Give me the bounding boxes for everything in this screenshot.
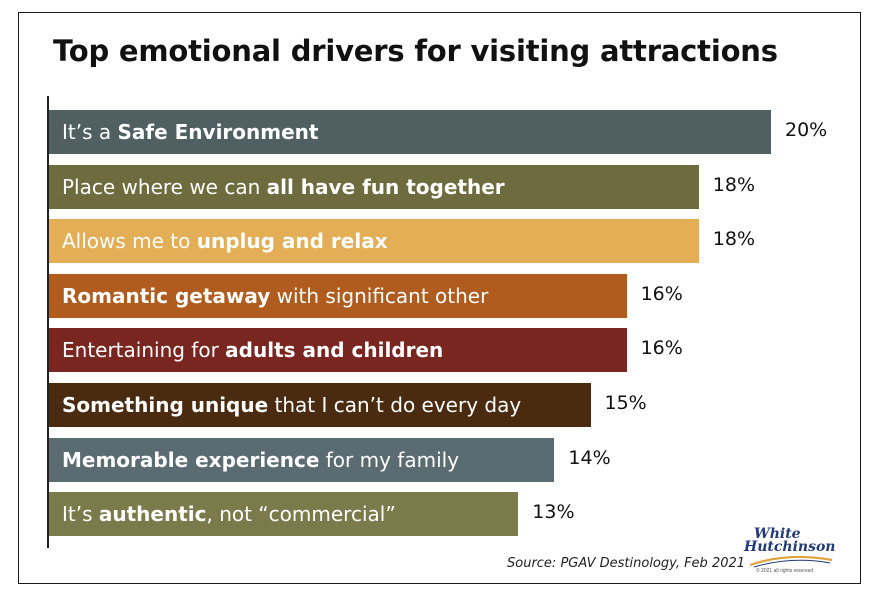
bar-label-bold: all have fun together [266,174,505,199]
logo-line-1: White [754,526,801,542]
bar-value-label: 13% [532,501,575,524]
bar-value-label: 18% [712,173,756,196]
bar-label-bold: adults and children [225,338,444,363]
bar-value-label: 18% [712,228,756,251]
bar-7: Memorable experience for my family [49,437,555,482]
bar-label-bold: Safe Environment [117,120,319,144]
chart-title: Top emotional drivers for visiting attra… [53,34,778,68]
bar-label: It’s authentic, not “commercial” [62,502,396,527]
bar-label: Romantic getaway with significant other [62,283,489,308]
bar-6: Something unique that I can’t do every d… [49,383,591,427]
bar-label: Something unique that I can’t do every d… [62,393,522,417]
bar-value-label: 15% [604,392,647,414]
bar-label-bold: unplug and relax [196,229,388,254]
logo-swoosh-icon [749,555,833,568]
bar-1: It’s a Safe Environment [49,110,771,154]
bar-label-bold: Romantic getaway [62,283,271,308]
bar-label: Entertaining for adults and children [62,338,444,363]
source-note: Source: PGAV Destinology, Feb 2021 [507,556,746,571]
bar-8: It’s authentic, not “commercial” [49,492,519,537]
bar-value-label: 16% [640,282,683,305]
bar-value-label: 16% [640,337,683,360]
bar-label: Place where we can all have fun together [62,174,505,199]
logo-line-2: Hutchinson [744,539,836,555]
bar-label: Memorable experience for my family [62,447,460,472]
bar-label-bold: authentic [98,502,207,527]
bar-2: Place where we can all have fun together [49,164,699,209]
bar-value-label: 20% [785,119,828,141]
bar-4: Romantic getaway with significant other [49,273,627,318]
bar-label-bold: Something unique [62,393,269,417]
logo-tagline: © 2021 all rights reserved [756,568,814,574]
bar-value-label: 14% [568,446,611,469]
bar-5: Entertaining for adults and children [49,328,627,373]
bar-label-bold: Memorable experience [62,447,320,472]
bar-label: It’s a Safe Environment [62,120,319,144]
white-hutchinson-logo: White Hutchinson © 2021 all rights reser… [744,526,836,578]
bar-label: Allows me to unplug and relax [62,229,388,254]
bar-3: Allows me to unplug and relax [49,219,699,264]
y-axis-line [47,96,49,548]
